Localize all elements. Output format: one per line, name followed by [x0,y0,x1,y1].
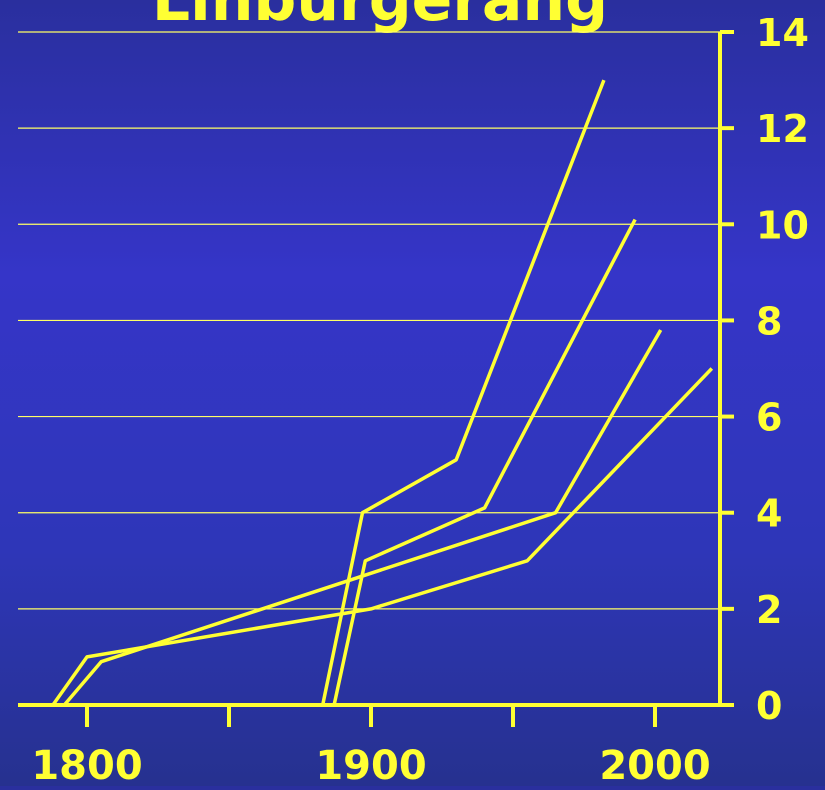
axes [18,30,734,727]
y-tick-label-14: 14 [756,11,809,55]
series-line-4 [332,218,637,706]
series-lines [51,79,714,707]
series-line-2 [62,329,663,707]
y-tick-label-0: 0 [756,684,782,728]
tick-labels: 0 2 4 6 8 10 12 14 1800 1900 2000 [31,11,809,789]
y-tick-label-6: 6 [756,396,782,440]
grid-lines [18,31,720,610]
y-tick-label-10: 10 [756,203,809,247]
series-line-1 [51,367,714,707]
chart-title: Linburgerang [152,0,608,35]
y-tick-label-12: 12 [756,107,809,151]
y-tick-label-2: 2 [756,588,782,632]
x-tick-label-2000: 2000 [599,743,710,786]
x-tick-label-1900: 1900 [315,743,426,786]
series-line-3 [320,79,606,706]
y-tick-label-4: 4 [756,492,782,536]
x-tick-label-1800: 1800 [31,743,142,786]
y-tick-label-8: 8 [756,299,782,343]
